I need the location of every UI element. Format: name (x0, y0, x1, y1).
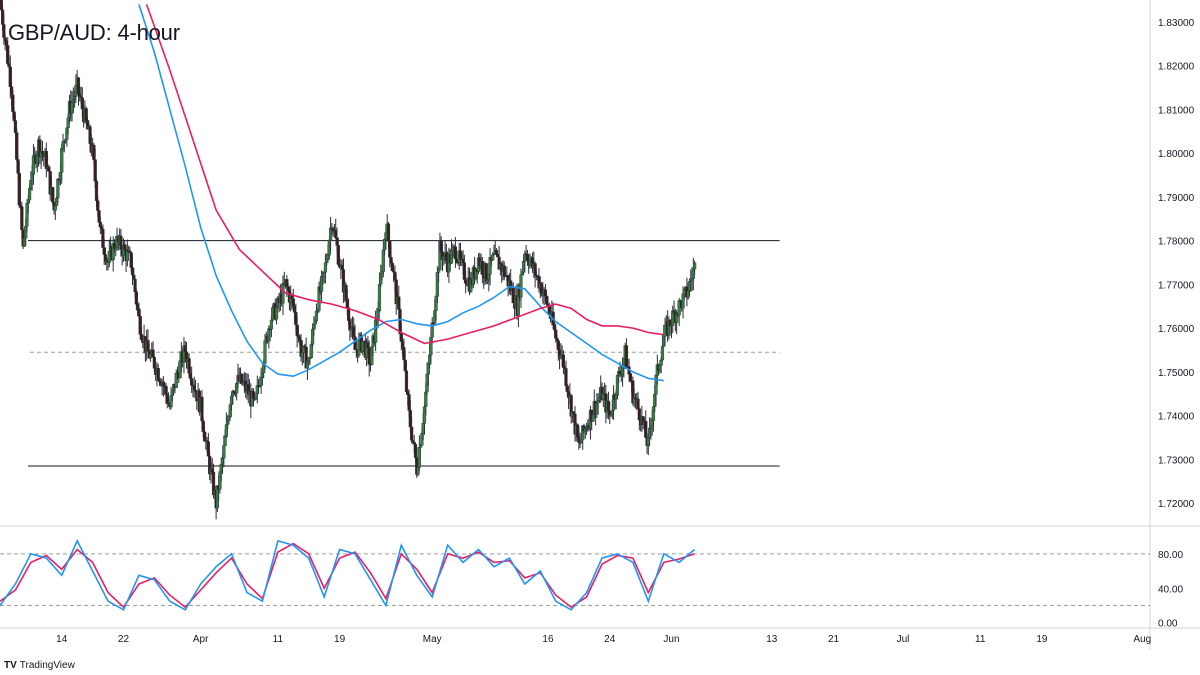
time-tick-label: 16 (542, 634, 554, 645)
tradingview-branding: TV TradingView (4, 660, 75, 671)
price-tick-label: 1.75000 (1158, 368, 1195, 379)
candle-body[interactable] (564, 368, 568, 387)
candle-body[interactable] (47, 166, 51, 172)
time-tick-label: 11 (273, 634, 284, 645)
time-tick-label: Jul (897, 634, 910, 645)
oscillator-tick-label: 0.00 (1158, 619, 1178, 630)
time-tick-label: 13 (766, 634, 778, 645)
price-tick-label: 1.83000 (1158, 18, 1195, 29)
candle-body[interactable] (693, 262, 697, 270)
tradingview-logo-icon: TV (4, 660, 17, 671)
price-tick-label: 1.82000 (1158, 62, 1195, 73)
candle-body[interactable] (60, 148, 64, 173)
candle-body[interactable] (417, 447, 421, 468)
candle-body[interactable] (200, 396, 204, 422)
candle-body[interactable] (660, 346, 665, 361)
price-tick-label: 1.81000 (1158, 105, 1195, 116)
candle-body[interactable] (51, 187, 55, 203)
candle-body[interactable] (376, 310, 380, 319)
candle-body[interactable] (410, 426, 414, 441)
time-tick-label: Jun (663, 634, 679, 645)
price-tick-label: 1.72000 (1158, 499, 1195, 510)
time-tick-label: 14 (56, 634, 68, 645)
moving-average-fast-line[interactable] (138, 4, 664, 382)
candle-body[interactable] (222, 445, 226, 459)
price-tick-label: 1.77000 (1158, 280, 1195, 291)
time-tick-label: 22 (118, 634, 130, 645)
stochastic-k-line[interactable] (0, 539, 696, 611)
candle-body[interactable] (27, 188, 32, 201)
price-tick-label: 1.73000 (1158, 455, 1195, 466)
candle-body[interactable] (96, 200, 100, 211)
stochastic-d-line[interactable] (0, 542, 695, 609)
price-tick-label: 1.79000 (1158, 193, 1195, 204)
moving-average-slow-line[interactable] (145, 4, 664, 345)
time-tick-label: May (423, 634, 442, 645)
candle-body[interactable] (519, 274, 523, 298)
price-tick-label: 1.76000 (1158, 324, 1195, 335)
oscillator-tick-label: 80.00 (1158, 550, 1183, 561)
candle-body[interactable] (636, 398, 640, 409)
oscillator-tick-label: 40.00 (1158, 584, 1183, 595)
candle-body[interactable] (404, 370, 409, 392)
price-tick-label: 1.74000 (1158, 412, 1195, 423)
price-tick-label: 1.78000 (1158, 237, 1195, 248)
tradingview-name: TradingView (19, 660, 75, 671)
time-tick-label: Apr (193, 634, 209, 645)
time-tick-label: 19 (334, 634, 346, 645)
candle-body[interactable] (386, 223, 391, 242)
time-tick-label: 24 (604, 634, 616, 645)
candle-body[interactable] (93, 159, 97, 182)
time-tick-label: 11 (975, 634, 986, 645)
candle-body[interactable] (377, 283, 382, 312)
price-tick-label: 1.80000 (1158, 149, 1195, 160)
time-tick-label: 21 (828, 634, 840, 645)
chart-title: GBP/AUD: 4-hour (8, 20, 180, 45)
candle-body[interactable] (20, 206, 24, 231)
candle-body[interactable] (53, 205, 57, 211)
candle-body[interactable] (437, 269, 441, 273)
time-tick-label: 19 (1036, 634, 1048, 645)
time-tick-label: Aug (1133, 634, 1151, 645)
